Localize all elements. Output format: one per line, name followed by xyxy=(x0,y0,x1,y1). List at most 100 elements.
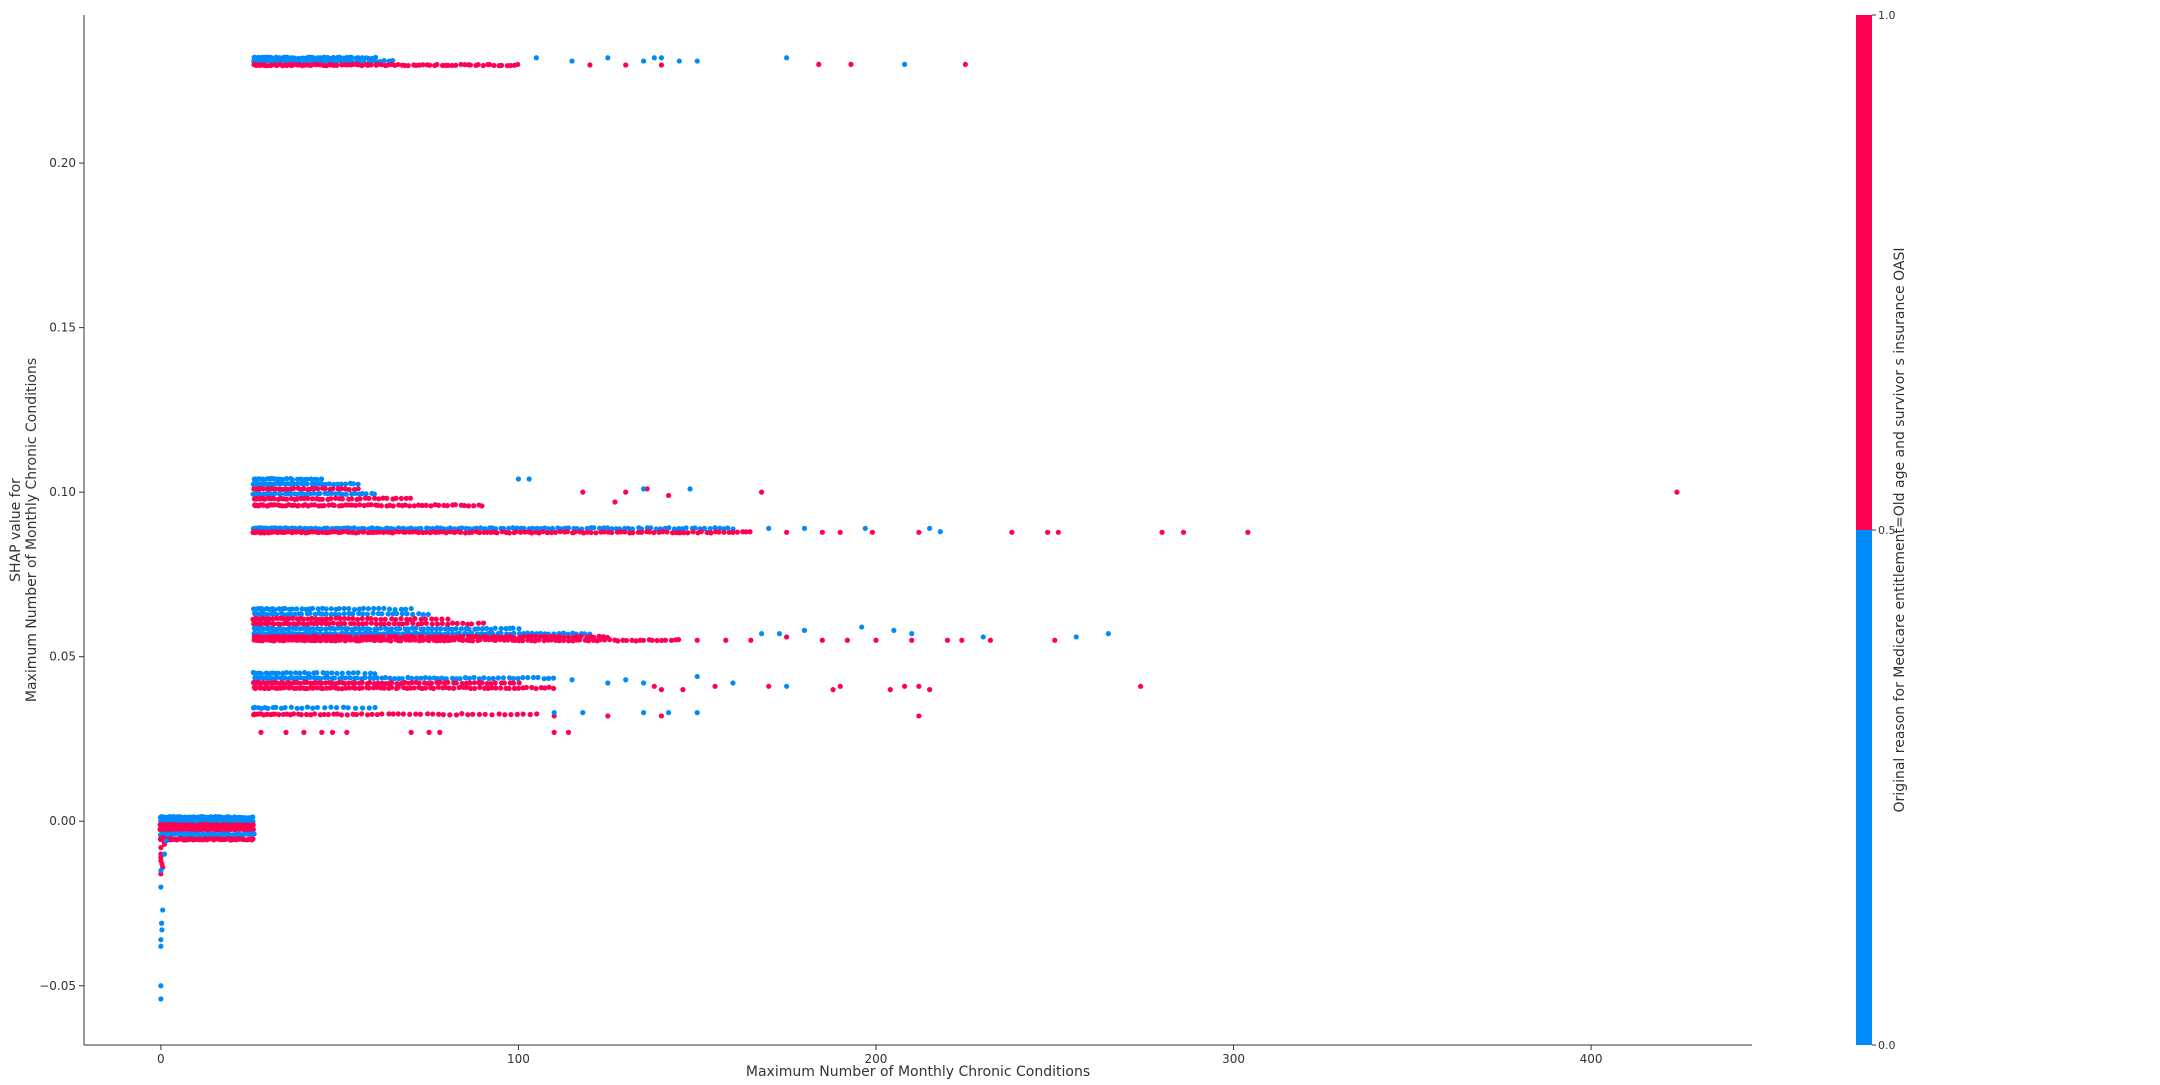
scatter-point-1706 xyxy=(536,637,542,643)
scatter-point-1118 xyxy=(721,529,727,535)
scatter-point-2159 xyxy=(901,683,908,689)
scatter-point-1110 xyxy=(685,530,691,536)
scatter-point-449 xyxy=(372,54,379,60)
scatter-point-1280 xyxy=(304,621,310,627)
scatter-point-744 xyxy=(319,496,325,502)
y-axis-title-line-2: Maximum Number of Monthly Chronic Condit… xyxy=(24,358,40,702)
scatter-point-1041 xyxy=(415,529,422,536)
scatter-point-1388 xyxy=(466,626,472,632)
scatter-point-1151 xyxy=(341,605,347,612)
scatter-point-2069 xyxy=(334,711,340,717)
scatter-point-2119 xyxy=(848,61,854,67)
scatter-point-2090 xyxy=(447,712,453,718)
scatter-point-879 xyxy=(351,525,357,531)
scatter-point-1645 xyxy=(323,637,329,644)
scatter-point-2015 xyxy=(533,685,539,692)
scatter-point-1972 xyxy=(359,685,365,691)
scatter-point-1078 xyxy=(552,529,559,535)
scatter-point-1399 xyxy=(516,626,522,632)
scatter-point-2044 xyxy=(372,704,378,711)
scatter-point-644 xyxy=(355,481,361,487)
scatter-point-2157 xyxy=(837,683,843,689)
scatter-point-1698 xyxy=(505,637,511,643)
scatter-point-2181 xyxy=(158,920,165,926)
scatter-point-1139 xyxy=(289,606,295,612)
scatter-point-671 xyxy=(322,486,328,492)
scatter-point-1259 xyxy=(445,616,451,622)
scatter-point-1598 xyxy=(557,633,563,640)
scatter-point-1641 xyxy=(312,638,318,644)
scatter-point-606 xyxy=(308,476,314,482)
scatter-point-1200 xyxy=(379,611,385,617)
scatter-point-1254 xyxy=(418,616,424,622)
scatter-point-2162 xyxy=(1137,683,1144,689)
scatter-point-1719 xyxy=(590,637,596,643)
scatter-point-1753 xyxy=(292,670,299,676)
scatter-point-1319 xyxy=(480,620,487,626)
scatter-point-575 xyxy=(480,62,486,69)
scatter-point-1315 xyxy=(460,620,466,626)
scatter-point-1675 xyxy=(420,637,426,643)
scatter-point-1879 xyxy=(319,680,325,686)
scatter-point-1713 xyxy=(565,638,572,644)
scatter-point-2065 xyxy=(317,712,324,718)
scatter-point-269 xyxy=(250,826,256,833)
scatter-point-932 xyxy=(545,526,552,532)
scatter-point-802 xyxy=(349,502,355,508)
scatter-point-1198 xyxy=(370,610,376,616)
scatter-point-1095 xyxy=(622,529,628,535)
scatter-point-2208 xyxy=(937,529,943,535)
scatter-point-1891 xyxy=(359,680,365,686)
scatter-point-1911 xyxy=(437,679,443,686)
scatter-point-2018 xyxy=(546,684,552,690)
scatter-point-2075 xyxy=(365,712,371,718)
scatter-point-2105 xyxy=(158,844,164,851)
scatter-point-810 xyxy=(378,503,384,509)
scatter-point-2074 xyxy=(358,711,365,717)
scatter-point-1733 xyxy=(649,637,655,643)
scatter-point-1283 xyxy=(314,620,320,627)
scatter-point-711 xyxy=(339,491,346,498)
scatter-point-860 xyxy=(297,525,303,531)
scatter-point-1785 xyxy=(282,675,288,681)
scatter-point-2084 xyxy=(413,711,419,717)
scatter-point-2085 xyxy=(417,711,424,717)
scatter-point-1137 xyxy=(282,605,288,612)
scatter-point-1735 xyxy=(659,637,665,644)
scatter-point-1257 xyxy=(433,616,439,622)
scatter-point-2156 xyxy=(830,687,836,693)
scatter-point-2204 xyxy=(766,525,772,531)
scatter-point-1378 xyxy=(425,626,431,632)
scatter-point-533 xyxy=(334,62,340,68)
scatter-point-1709 xyxy=(548,637,554,643)
scatter-point-2170 xyxy=(319,729,325,735)
scatter-point-1070 xyxy=(522,529,528,535)
scatter-point-1148 xyxy=(328,606,334,612)
scatter-point-693 xyxy=(277,491,284,497)
scatter-point-1231 xyxy=(313,616,319,622)
scatter-point-2150 xyxy=(1052,637,1058,643)
scatter-point-1966 xyxy=(339,686,345,692)
scatter-point-1102 xyxy=(651,529,657,536)
scatter-point-2036 xyxy=(322,705,328,711)
scatter-point-2213 xyxy=(891,627,897,633)
scatter-point-399 xyxy=(250,836,256,842)
scatter-point-1030 xyxy=(380,529,387,536)
scatter-point-1201 xyxy=(385,611,391,617)
scatter-point-1172 xyxy=(265,611,271,618)
scatter-point-1739 xyxy=(675,637,682,643)
scatter-point-1974 xyxy=(366,685,372,691)
scatter-point-492 xyxy=(381,58,387,64)
scatter-point-627 xyxy=(291,481,297,487)
scatter-point-834 xyxy=(479,503,485,509)
scatter-point-943 xyxy=(591,525,597,531)
scatter-point-1144 xyxy=(309,605,316,612)
scatter-point-1124 xyxy=(747,529,753,535)
scatter-point-763 xyxy=(403,495,409,501)
scatter-point-756 xyxy=(372,495,378,501)
scatter-point-1157 xyxy=(371,605,377,612)
scatter-point-1119 xyxy=(726,529,732,535)
scatter-point-1075 xyxy=(540,529,546,535)
scatter-point-1317 xyxy=(468,621,475,627)
scatter-point-1980 xyxy=(388,684,395,691)
